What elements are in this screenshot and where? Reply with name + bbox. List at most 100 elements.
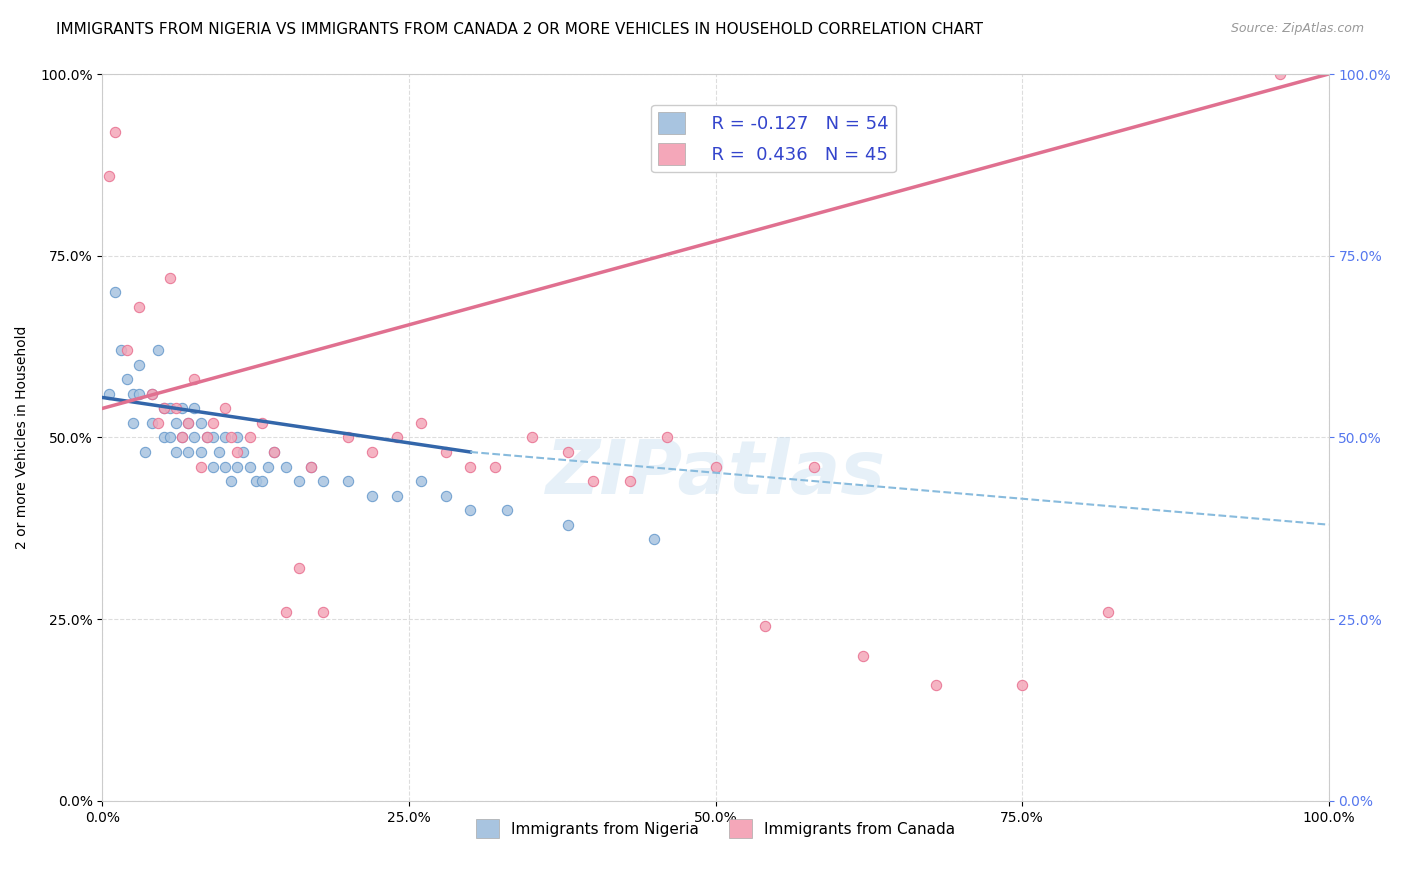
Point xyxy=(128,387,150,401)
Point xyxy=(97,169,120,183)
Point xyxy=(115,372,138,386)
Point xyxy=(276,459,298,474)
Point xyxy=(128,300,150,314)
Point xyxy=(250,474,273,488)
Point xyxy=(557,517,579,532)
Point xyxy=(434,489,457,503)
Point xyxy=(214,459,236,474)
Point xyxy=(1011,677,1033,691)
Point xyxy=(172,430,194,444)
Point xyxy=(146,343,169,358)
Point xyxy=(201,416,224,430)
Point xyxy=(411,416,433,430)
Point xyxy=(201,459,224,474)
Point xyxy=(245,474,267,488)
Point xyxy=(263,445,285,459)
Point xyxy=(287,474,309,488)
Y-axis label: 2 or more Vehicles in Household: 2 or more Vehicles in Household xyxy=(15,326,30,549)
Point xyxy=(183,372,205,386)
Point xyxy=(803,459,825,474)
Point xyxy=(177,416,200,430)
Point xyxy=(97,387,120,401)
Point xyxy=(177,416,200,430)
Point xyxy=(1097,605,1119,619)
Point xyxy=(299,459,322,474)
Point xyxy=(276,605,298,619)
Point xyxy=(852,648,875,663)
Point xyxy=(128,358,150,372)
Point xyxy=(496,503,519,517)
Point xyxy=(754,619,776,633)
Text: Source: ZipAtlas.com: Source: ZipAtlas.com xyxy=(1230,22,1364,36)
Point xyxy=(239,459,262,474)
Point xyxy=(460,459,482,474)
Point xyxy=(385,489,408,503)
Point xyxy=(219,474,242,488)
Point xyxy=(141,387,163,401)
Point xyxy=(484,459,506,474)
Point xyxy=(159,270,181,285)
Point xyxy=(239,430,262,444)
Point xyxy=(152,401,174,416)
Point xyxy=(146,416,169,430)
Point xyxy=(172,430,194,444)
Point xyxy=(250,416,273,430)
Point xyxy=(1268,67,1291,81)
Point xyxy=(165,445,187,459)
Point xyxy=(361,489,384,503)
Point xyxy=(925,677,948,691)
Point xyxy=(232,445,254,459)
Point xyxy=(159,401,181,416)
Point xyxy=(183,430,205,444)
Point xyxy=(115,343,138,358)
Point xyxy=(312,605,335,619)
Point xyxy=(520,430,543,444)
Point xyxy=(152,430,174,444)
Point xyxy=(165,401,187,416)
Point xyxy=(122,416,145,430)
Point xyxy=(201,430,224,444)
Point xyxy=(183,401,205,416)
Point xyxy=(312,474,335,488)
Point xyxy=(208,445,231,459)
Point xyxy=(214,401,236,416)
Point xyxy=(226,430,249,444)
Point xyxy=(195,430,218,444)
Point xyxy=(336,474,359,488)
Point xyxy=(141,416,163,430)
Point xyxy=(190,445,212,459)
Point xyxy=(165,416,187,430)
Point xyxy=(226,459,249,474)
Point xyxy=(336,430,359,444)
Point xyxy=(257,459,280,474)
Point xyxy=(299,459,322,474)
Point xyxy=(172,401,194,416)
Point xyxy=(582,474,605,488)
Point xyxy=(655,430,678,444)
Point xyxy=(104,285,127,299)
Point xyxy=(619,474,641,488)
Point xyxy=(190,416,212,430)
Point xyxy=(460,503,482,517)
Point xyxy=(411,474,433,488)
Point xyxy=(385,430,408,444)
Point xyxy=(643,532,665,546)
Point xyxy=(704,459,727,474)
Point xyxy=(104,125,127,139)
Point xyxy=(557,445,579,459)
Point xyxy=(190,459,212,474)
Point xyxy=(177,445,200,459)
Point xyxy=(263,445,285,459)
Legend: Immigrants from Nigeria, Immigrants from Canada: Immigrants from Nigeria, Immigrants from… xyxy=(470,814,962,844)
Point xyxy=(434,445,457,459)
Point xyxy=(134,445,156,459)
Text: ZIPatlas: ZIPatlas xyxy=(546,437,886,510)
Point xyxy=(141,387,163,401)
Point xyxy=(110,343,132,358)
Point xyxy=(152,401,174,416)
Text: IMMIGRANTS FROM NIGERIA VS IMMIGRANTS FROM CANADA 2 OR MORE VEHICLES IN HOUSEHOL: IMMIGRANTS FROM NIGERIA VS IMMIGRANTS FR… xyxy=(56,22,983,37)
Point xyxy=(219,430,242,444)
Point xyxy=(159,430,181,444)
Point xyxy=(287,561,309,575)
Point xyxy=(214,430,236,444)
